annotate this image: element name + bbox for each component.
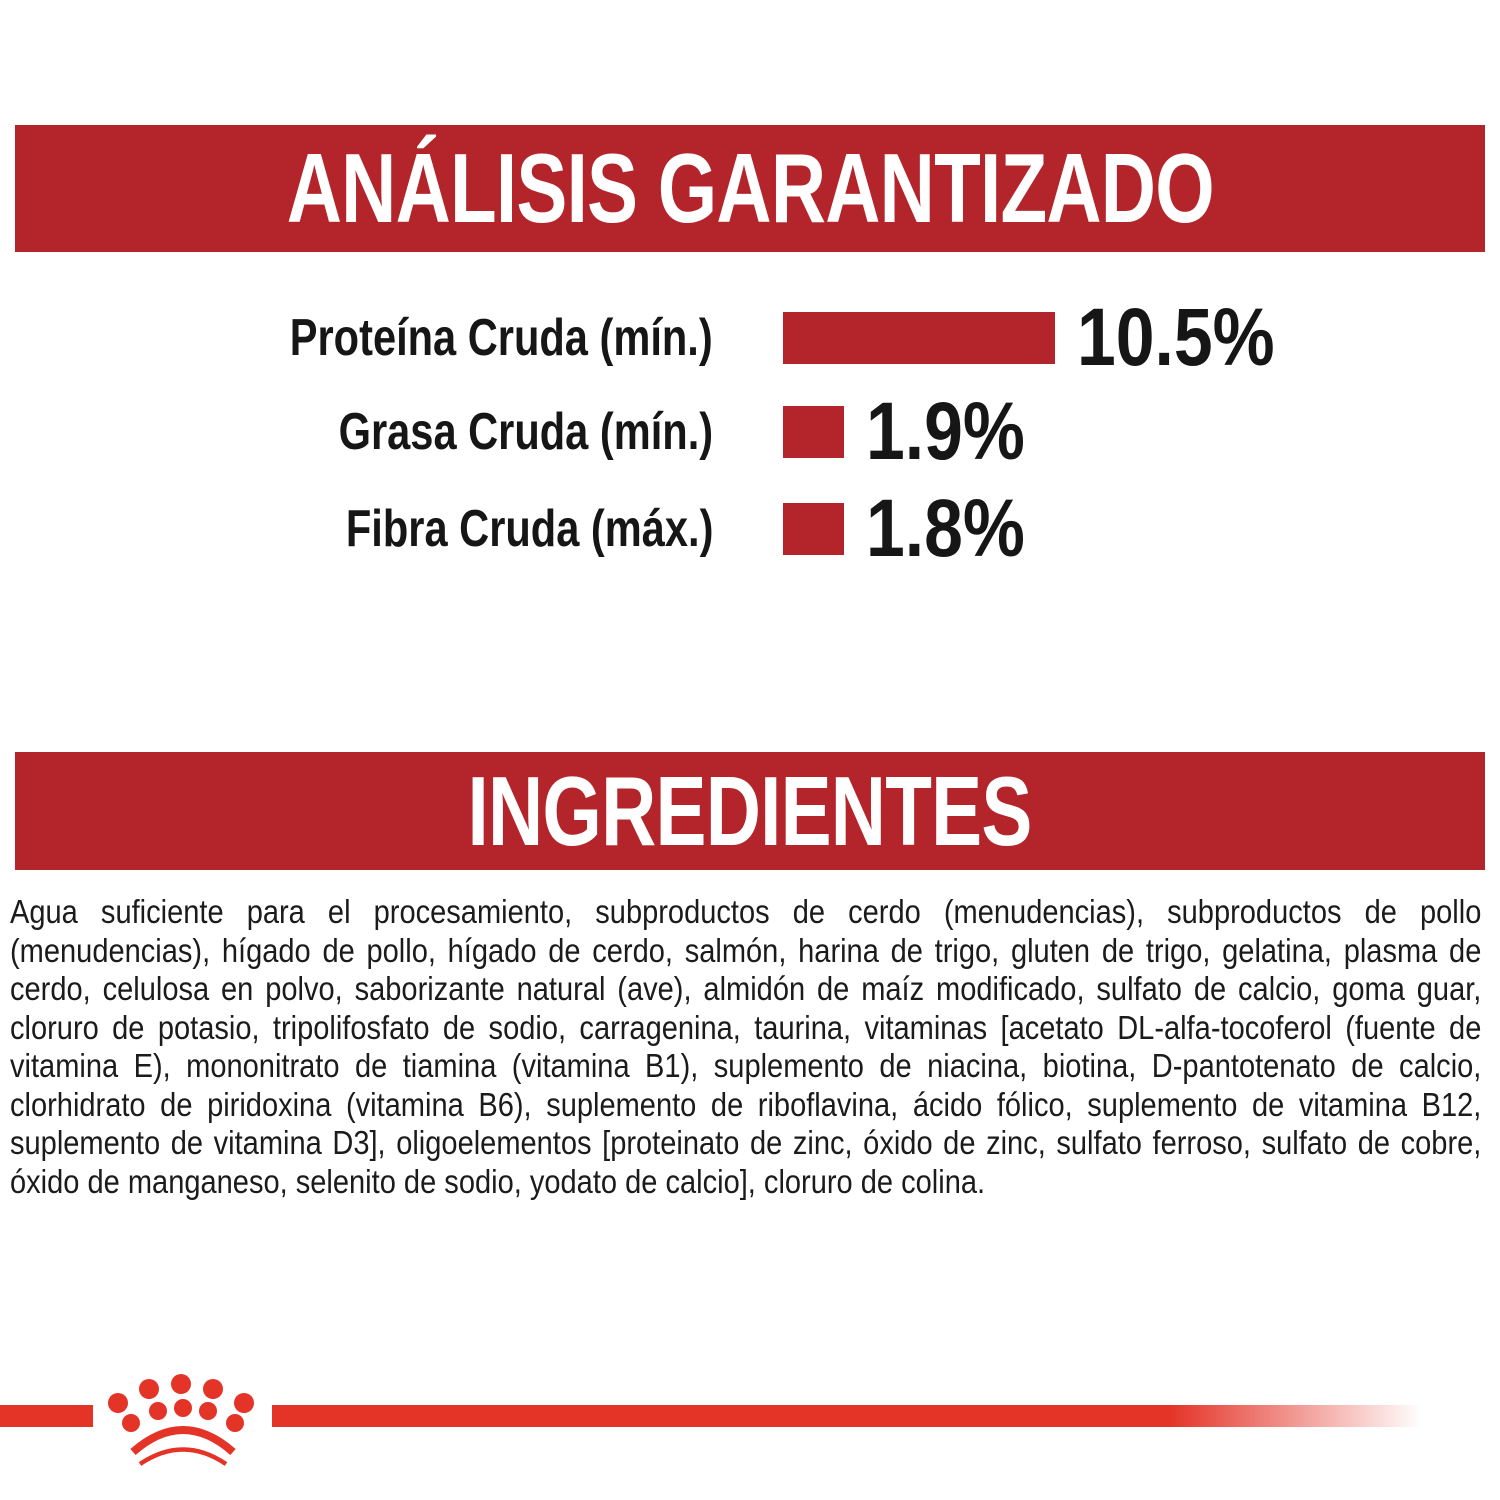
footer-decoration xyxy=(0,1374,1422,1466)
analysis-row: Grasa Cruda (mín.) 1.9% xyxy=(0,386,1500,477)
footer-line-right xyxy=(272,1405,1422,1427)
analysis-title: ANÁLISIS GARANTIZADO xyxy=(286,133,1214,243)
royal-canin-crown-logo-icon xyxy=(108,1374,254,1466)
analysis-row-value: 10.5% xyxy=(1077,292,1275,383)
ingredients-text: Agua suficiente para el procesamiento, s… xyxy=(10,893,1482,1200)
analysis-row-label: Proteína Cruda (mín.) xyxy=(290,309,713,367)
analysis-row-value: 1.9% xyxy=(866,386,1025,477)
footer-line-left xyxy=(0,1405,93,1427)
ingredients-title: INGREDIENTES xyxy=(467,755,1033,866)
ingredients-banner: INGREDIENTES xyxy=(15,752,1485,870)
analysis-bar xyxy=(783,312,1055,364)
analysis-bar xyxy=(783,503,844,555)
analysis-row-value: 1.8% xyxy=(866,483,1025,574)
analysis-row-label: Fibra Cruda (máx.) xyxy=(345,500,713,558)
analysis-banner: ANÁLISIS GARANTIZADO xyxy=(15,125,1485,252)
analysis-row: Proteína Cruda (mín.) 10.5% xyxy=(0,292,1500,383)
analysis-bar xyxy=(783,406,844,458)
analysis-row: Fibra Cruda (máx.) 1.8% xyxy=(0,483,1500,574)
analysis-row-label: Grasa Cruda (mín.) xyxy=(338,403,713,461)
